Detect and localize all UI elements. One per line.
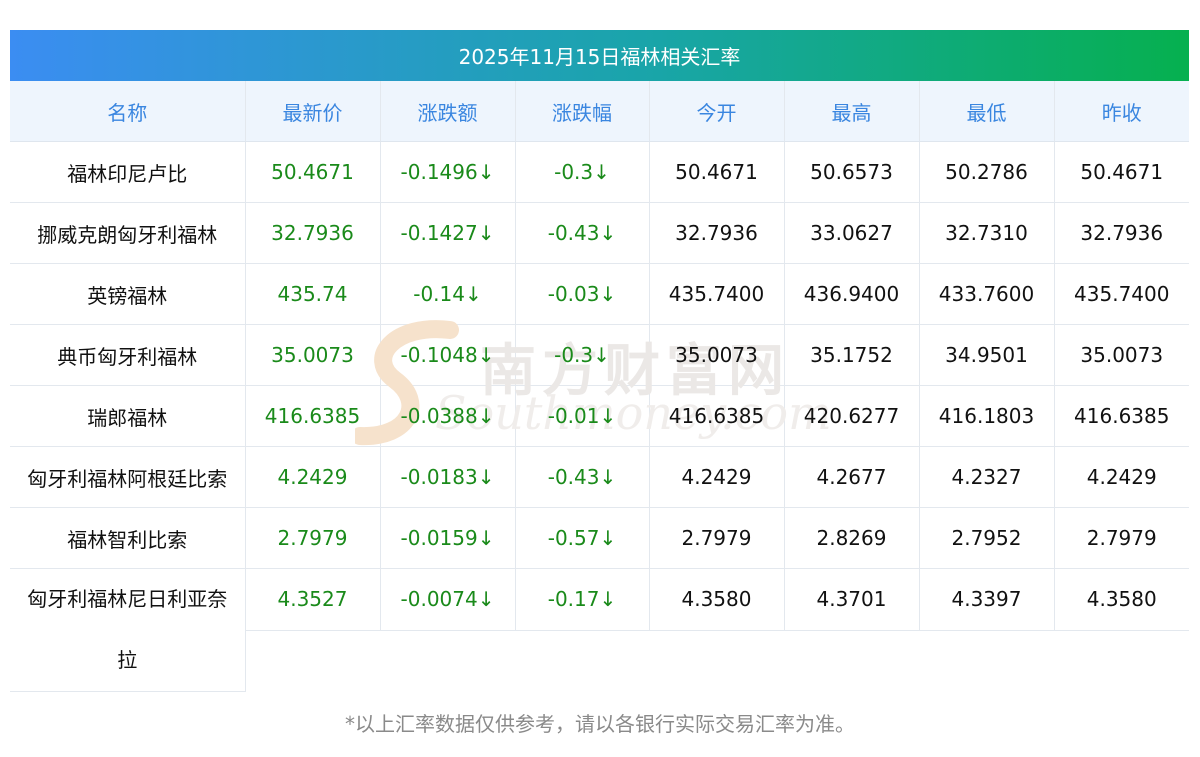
- row-latest: 4.2429: [245, 446, 381, 508]
- col-header-prev: 昨收: [1054, 81, 1189, 142]
- row-change: -0.1496↓: [380, 141, 516, 203]
- row-pct: -0.43↓: [515, 446, 650, 508]
- row-change: -0.0159↓: [380, 507, 516, 569]
- row-name: 典币匈牙利福林: [10, 324, 246, 386]
- row-open: 2.7979: [649, 507, 785, 569]
- table-row-spacer: [10, 630, 1189, 692]
- row-latest: 35.0073: [245, 324, 381, 386]
- rates-table: 名称 最新价 涨跌额 涨跌幅 今开 最高 最低 昨收 福林印尼卢比 50.467…: [10, 81, 1189, 692]
- row-low: 416.1803: [919, 385, 1055, 447]
- row-name: 匈牙利福林阿根廷比索: [10, 446, 246, 508]
- table-row: 匈牙利福林阿根廷比索 4.2429 -0.0183↓ -0.43↓ 4.2429…: [10, 446, 1189, 508]
- table-row: 英镑福林 435.74 -0.14↓ -0.03↓ 435.7400 436.9…: [10, 263, 1189, 325]
- row-open: 435.7400: [649, 263, 785, 325]
- row-pct: -0.57↓: [515, 507, 650, 569]
- row-change: -0.1427↓: [380, 202, 516, 264]
- row-open: 4.3580: [649, 568, 785, 631]
- row-open: 35.0073: [649, 324, 785, 386]
- row-latest: 32.7936: [245, 202, 381, 264]
- row-high: 35.1752: [784, 324, 920, 386]
- table-title: 2025年11月15日福林相关汇率: [10, 30, 1189, 81]
- row-pct: -0.43↓: [515, 202, 650, 264]
- row-prev: 4.3580: [1054, 568, 1189, 631]
- row-pct: -0.01↓: [515, 385, 650, 447]
- disclaimer-text: *以上汇率数据仅供参考，请以各银行实际交易汇率为准。: [345, 712, 855, 736]
- row-low: 4.3397: [919, 568, 1055, 631]
- row-name: 英镑福林: [10, 263, 246, 325]
- row-low: 34.9501: [919, 324, 1055, 386]
- row-open: 32.7936: [649, 202, 785, 264]
- table-row: 福林智利比索 2.7979 -0.0159↓ -0.57↓ 2.7979 2.8…: [10, 507, 1189, 569]
- row-low: 32.7310: [919, 202, 1055, 264]
- row-low: 50.2786: [919, 141, 1055, 203]
- row-prev: 416.6385: [1054, 385, 1189, 447]
- row-low: 4.2327: [919, 446, 1055, 508]
- row-open: 50.4671: [649, 141, 785, 203]
- row-pct: -0.3↓: [515, 141, 650, 203]
- row-open: 4.2429: [649, 446, 785, 508]
- col-header-pct: 涨跌幅: [515, 81, 650, 142]
- row-latest: 4.3527: [245, 568, 381, 631]
- table-row: 匈牙利福林尼日利亚奈拉 4.3527 -0.0074↓ -0.17↓ 4.358…: [10, 568, 1189, 692]
- table-row: 瑞郎福林 416.6385 -0.0388↓ -0.01↓ 416.6385 4…: [10, 385, 1189, 447]
- row-high: 33.0627: [784, 202, 920, 264]
- row-high: 420.6277: [784, 385, 920, 447]
- col-header-low: 最低: [919, 81, 1055, 142]
- row-high: 4.3701: [784, 568, 920, 631]
- row-change: -0.14↓: [380, 263, 516, 325]
- header-row: 名称 最新价 涨跌额 涨跌幅 今开 最高 最低 昨收: [10, 81, 1189, 142]
- row-name: 福林智利比索: [10, 507, 246, 569]
- row-latest: 50.4671: [245, 141, 381, 203]
- row-high: 50.6573: [784, 141, 920, 203]
- row-change: -0.0074↓: [380, 568, 516, 631]
- row-prev: 435.7400: [1054, 263, 1189, 325]
- table-row: 典币匈牙利福林 35.0073 -0.1048↓ -0.3↓ 35.0073 3…: [10, 324, 1189, 386]
- row-name: 匈牙利福林尼日利亚奈拉: [10, 568, 246, 692]
- row-change: -0.0388↓: [380, 385, 516, 447]
- row-prev: 50.4671: [1054, 141, 1189, 203]
- row-latest: 2.7979: [245, 507, 381, 569]
- col-header-open: 今开: [649, 81, 785, 142]
- table-row: 福林印尼卢比 50.4671 -0.1496↓ -0.3↓ 50.4671 50…: [10, 141, 1189, 203]
- row-pct: -0.17↓: [515, 568, 650, 631]
- row-name: 瑞郎福林: [10, 385, 246, 447]
- rates-panel: 2025年11月15日福林相关汇率 名称 最新价 涨跌额 涨跌幅 今开 最高 最…: [10, 30, 1189, 692]
- row-pct: -0.03↓: [515, 263, 650, 325]
- row-change: -0.0183↓: [380, 446, 516, 508]
- row-high: 436.9400: [784, 263, 920, 325]
- col-header-high: 最高: [784, 81, 920, 142]
- col-header-change: 涨跌额: [380, 81, 516, 142]
- row-prev: 35.0073: [1054, 324, 1189, 386]
- col-header-name: 名称: [10, 81, 246, 142]
- row-high: 2.8269: [784, 507, 920, 569]
- row-low: 2.7952: [919, 507, 1055, 569]
- row-open: 416.6385: [649, 385, 785, 447]
- row-name: 挪威克朗匈牙利福林: [10, 202, 246, 264]
- col-header-latest: 最新价: [245, 81, 381, 142]
- row-prev: 4.2429: [1054, 446, 1189, 508]
- row-name: 福林印尼卢比: [10, 141, 246, 203]
- row-prev: 2.7979: [1054, 507, 1189, 569]
- row-prev: 32.7936: [1054, 202, 1189, 264]
- table-row: 挪威克朗匈牙利福林 32.7936 -0.1427↓ -0.43↓ 32.793…: [10, 202, 1189, 264]
- row-high: 4.2677: [784, 446, 920, 508]
- row-low: 433.7600: [919, 263, 1055, 325]
- row-change: -0.1048↓: [380, 324, 516, 386]
- row-latest: 435.74: [245, 263, 381, 325]
- row-pct: -0.3↓: [515, 324, 650, 386]
- row-latest: 416.6385: [245, 385, 381, 447]
